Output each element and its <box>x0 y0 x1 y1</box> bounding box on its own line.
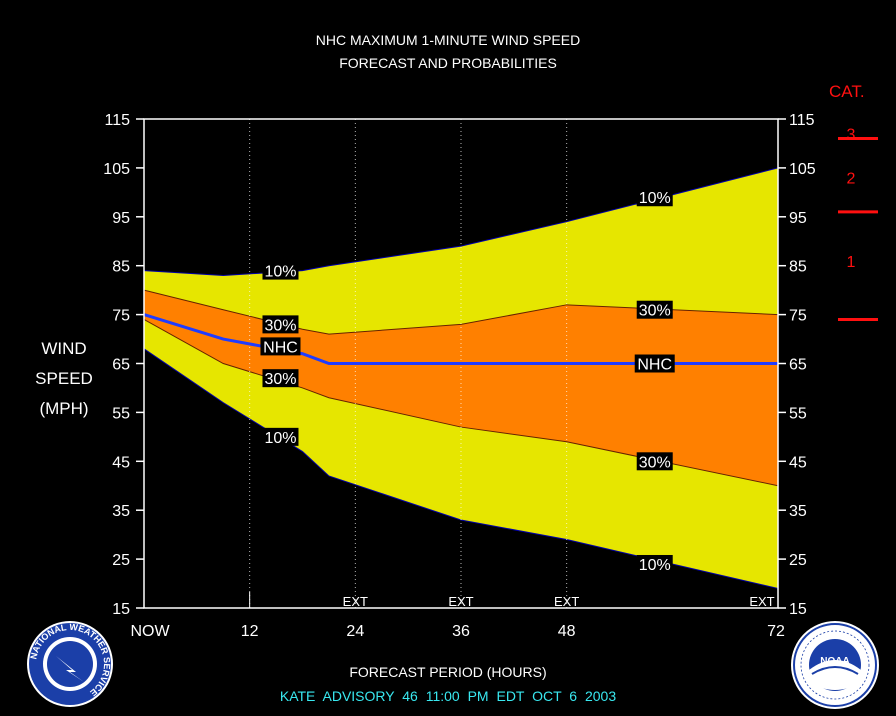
category-label: 2 <box>847 171 856 188</box>
annotation-label: 10% <box>639 190 671 207</box>
annotation-label: 30% <box>264 371 296 388</box>
x-tick-label: 48 <box>558 623 576 640</box>
annotation-label: 10% <box>264 264 296 281</box>
x-axis-label: FORECAST PERIOD (HOURS) <box>349 664 547 680</box>
annotation-box <box>634 354 675 373</box>
annotation-box <box>636 554 673 573</box>
y-tick-label-right: 35 <box>789 503 807 520</box>
y-tick-label-left: 45 <box>112 454 130 471</box>
y-tick-label-left: 35 <box>112 503 130 520</box>
annotation-label: 30% <box>264 317 296 334</box>
annotation-label: 10% <box>264 430 296 447</box>
series-line-upper-30 <box>143 289 779 335</box>
annotation-label: NHC <box>263 339 298 356</box>
y-tick-label-right: 105 <box>789 161 816 178</box>
annotation-label: 10% <box>639 557 671 574</box>
y-tick-label-left: 95 <box>112 210 130 227</box>
y-tick-label-right: 15 <box>789 601 807 618</box>
chart-title-line2: FORECAST AND PROBABILITIES <box>339 55 557 71</box>
noaa-logo-text: NOAA <box>820 656 849 667</box>
y-tick-label-left: 15 <box>112 601 130 618</box>
y-tick-label-left: 65 <box>112 357 130 374</box>
annotation-box <box>262 369 299 388</box>
y-tick-label-left: 115 <box>104 112 130 129</box>
advisory-line: KATE ADVISORY 46 11:00 PM EDT OCT 6 2003 <box>279 688 617 704</box>
y-tick-label-left: 55 <box>112 405 130 422</box>
series-line-lower-30 <box>143 319 779 487</box>
ext-label: EXT <box>343 594 368 609</box>
category-scale-title: CAT. <box>829 82 865 101</box>
annotation-box <box>262 427 299 446</box>
y-axis-label-line1: WIND <box>41 339 87 358</box>
y-tick-label-left: 105 <box>103 161 130 178</box>
series-line-upper-10 <box>143 167 779 276</box>
y-tick-label-left: 85 <box>112 259 130 276</box>
chart-title-line1: NHC MAXIMUM 1-MINUTE WIND SPEED <box>315 32 581 48</box>
ext-label: EXT <box>554 594 579 609</box>
ext-label: EXT <box>749 594 774 609</box>
annotation-label: NHC <box>637 357 672 374</box>
y-tick-label-right: 25 <box>789 552 807 569</box>
annotation-box <box>636 188 673 207</box>
x-tick-label: 12 <box>241 623 259 640</box>
y-tick-label-left: 25 <box>112 552 130 569</box>
annotation-box <box>260 337 301 356</box>
y-tick-label-right: 115 <box>789 112 815 129</box>
y-axis-label-line2: SPEED <box>35 369 93 388</box>
series-line-nhc <box>143 313 778 365</box>
annotation-box <box>262 261 299 280</box>
annotation-box <box>636 452 673 471</box>
x-tick-label: 24 <box>346 623 364 640</box>
nws-logo-icon: NATIONAL WEATHER SERVICE <box>27 621 113 707</box>
noaa-logo-icon: NOAA <box>791 621 879 709</box>
y-tick-label-right: 85 <box>789 259 807 276</box>
y-tick-label-right: 75 <box>789 308 807 325</box>
category-label: 1 <box>847 254 856 271</box>
annotation-box <box>262 315 299 334</box>
x-tick-label: 36 <box>452 623 470 640</box>
y-tick-label-right: 65 <box>789 357 807 374</box>
ext-label: EXT <box>448 594 473 609</box>
y-tick-label-left: 75 <box>112 308 130 325</box>
annotation-box <box>636 300 673 319</box>
y-tick-label-right: 95 <box>789 210 807 227</box>
annotation-label: 30% <box>639 303 671 320</box>
y-axis-label: WIND SPEED (MPH) <box>16 334 112 424</box>
y-tick-label-right: 55 <box>789 405 807 422</box>
y-tick-label-right: 45 <box>789 454 807 471</box>
y-axis-label-line3: (MPH) <box>39 399 89 418</box>
x-tick-label: 72 <box>767 623 785 640</box>
x-tick-label: NOW <box>130 623 170 640</box>
category-label: 3 <box>847 127 856 144</box>
annotation-label: 30% <box>639 454 671 471</box>
